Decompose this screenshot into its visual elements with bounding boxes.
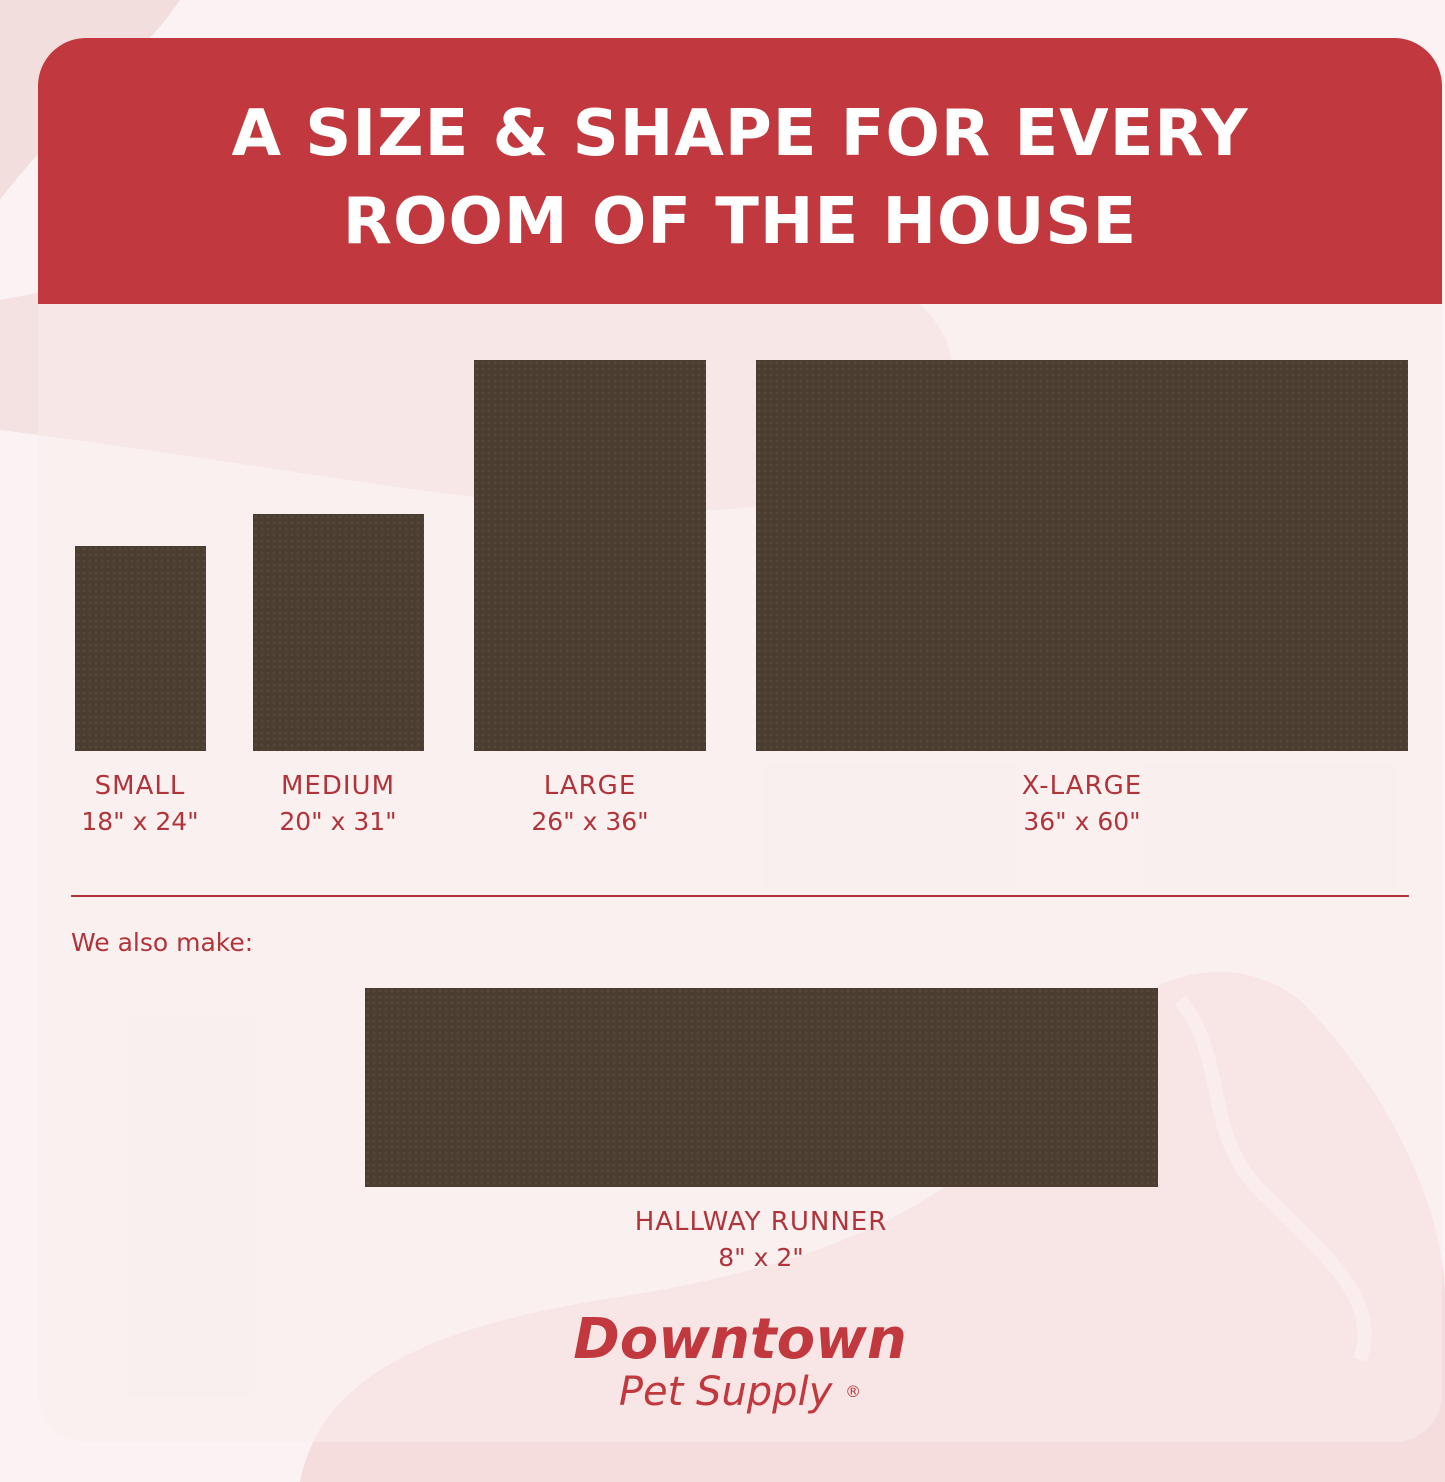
header-banner: A SIZE & SHAPE FOR EVERY ROOM OF THE HOUS… (38, 38, 1442, 304)
size-label-medium: MEDIUM 20" x 31" (238, 768, 438, 840)
size-dims: 36" x 60" (1023, 807, 1141, 836)
size-label-x-large: X-LARGE 36" x 60" (982, 768, 1182, 840)
size-dims: 8" x 2" (718, 1243, 804, 1272)
title-line-1: A SIZE & SHAPE FOR EVERY (231, 97, 1249, 171)
divider (71, 895, 1409, 897)
size-name: LARGE (543, 771, 637, 801)
size-name: SMALL (94, 771, 186, 801)
size-dims: 26" x 36" (531, 807, 649, 836)
mat-small (75, 546, 206, 751)
size-label-small: SMALL 18" x 24" (40, 768, 240, 840)
size-label-large: LARGE 26" x 36" (490, 768, 690, 840)
mat-medium (253, 514, 424, 751)
mat-x-large (756, 360, 1408, 751)
registered-mark: ® (845, 1382, 862, 1401)
also-make-label: We also make: (71, 928, 254, 957)
size-dims: 20" x 31" (279, 807, 397, 836)
logo-line-1: Downtown (573, 1307, 907, 1372)
logo-line-2: Pet Supply (618, 1369, 833, 1415)
size-name: X-LARGE (1021, 771, 1143, 801)
size-label-runner: HALLWAY RUNNER 8" x 2" (561, 1204, 961, 1276)
size-dims: 18" x 24" (81, 807, 199, 836)
mat-large (474, 360, 706, 751)
size-name: HALLWAY RUNNER (634, 1207, 888, 1237)
page-title: A SIZE & SHAPE FOR EVERY ROOM OF THE HOUS… (38, 90, 1442, 266)
brand-logo: Downtown Pet Supply ® (560, 1307, 920, 1415)
mat-hallway-runner (365, 988, 1158, 1187)
title-line-2: ROOM OF THE HOUSE (342, 185, 1138, 259)
size-name: MEDIUM (280, 771, 395, 801)
